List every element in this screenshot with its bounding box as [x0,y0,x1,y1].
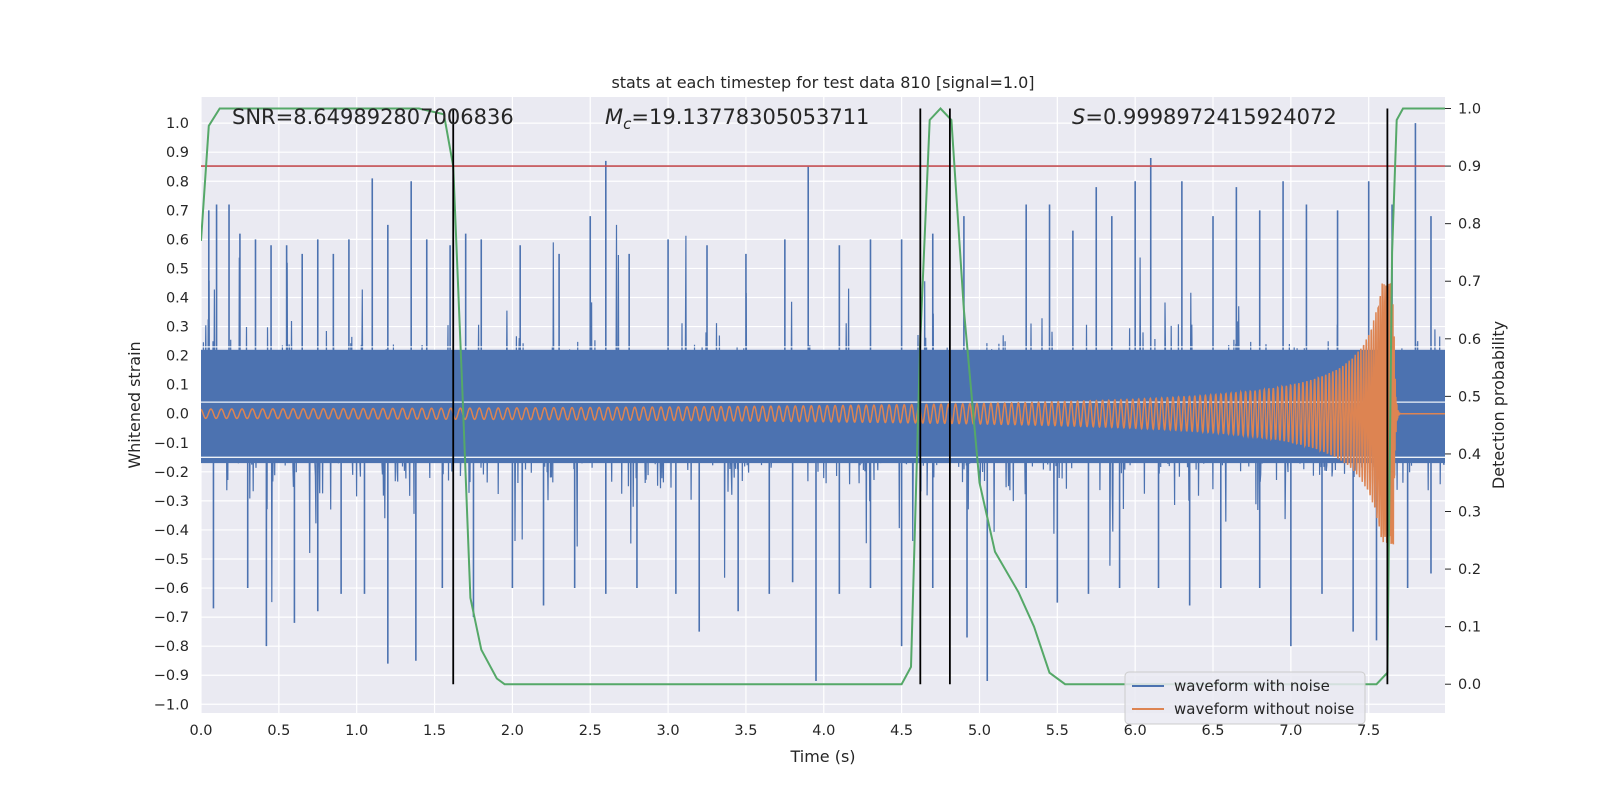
noise-core-band [201,349,1445,464]
x-axis-label: Time (s) [789,747,855,766]
y-tick-label: −0.2 [154,465,189,481]
plot-area [201,107,1445,686]
x-tick-label: 1.5 [423,723,446,739]
y-tick-label: 0.3 [166,320,189,336]
y-right-tick-label: 0.2 [1458,562,1481,578]
x-axis-ticks: 0.0 0.5 1.0 1.5 2.0 2.5 3.0 3.5 4.0 4.5 5.0 5.5 6.0 6… [189,723,1380,739]
x-tick-label: 2.5 [579,723,602,739]
x-tick-label: 6.0 [1124,723,1147,739]
x-tick-label: 4.0 [812,723,835,739]
y-axis-label: Whitened strain [125,341,144,468]
s-symbol: S [1072,105,1085,129]
y-tick-label: 0.6 [166,232,189,248]
y-right-tick-label: 1.0 [1458,102,1481,118]
x-tick-label: 3.5 [734,723,757,739]
mc-symbol: M [605,105,623,129]
y-right-tick-label: 0.0 [1458,677,1481,693]
y-tick-label: −0.6 [154,581,189,597]
y-right-tick-label: 0.1 [1458,620,1481,636]
vertical-markers [452,108,1389,685]
y-tick-label: −0.1 [154,436,189,452]
snr-annotation: SNR=8.649892807006836 [232,105,514,129]
y-right-tick-label: 0.7 [1458,274,1481,290]
s-value: =0.9998972415924072 [1085,105,1336,129]
y-tick-label: −0.8 [154,639,189,655]
y-tick-label: 0.2 [166,349,189,365]
chart-title: stats at each timestep for test data 810… [611,73,1034,92]
y-right-tick-label: 0.6 [1458,332,1481,348]
mc-subscript: c [623,115,632,133]
y-tick-label: −0.4 [154,523,189,539]
s-annotation: S=0.9998972415924072 [1072,105,1337,129]
y-right-tick-label: 0.9 [1458,159,1481,175]
x-tick-label: 7.5 [1357,723,1380,739]
mc-value: =19.13778305053711 [631,105,869,129]
y-tick-label: 0.9 [166,145,189,161]
x-tick-label: 0.5 [267,723,290,739]
series-waveform-with-noise [201,123,1445,682]
x-tick-label: 3.0 [657,723,680,739]
y-tick-label: 1.0 [166,116,189,132]
legend-box [1124,671,1366,725]
x-tick-label: 5.0 [968,723,991,739]
legend: waveform with noise waveform without noi… [1124,671,1366,725]
series-waveform-without-noise [201,283,1445,545]
x-tick-label: 6.5 [1201,723,1224,739]
x-tick-label: 0.0 [189,723,212,739]
mc-annotation: Mc=19.13778305053711 [605,105,869,133]
y-tick-label: −0.3 [154,494,189,510]
y-tick-label: 0.5 [166,261,189,277]
x-tick-label: 1.0 [345,723,368,739]
x-tick-label: 4.5 [890,723,913,739]
legend-label-clean: waveform without noise [1174,700,1354,718]
y-tick-label: −0.5 [154,552,189,568]
band-lines [201,346,1445,458]
y-tick-label: 0.4 [166,290,189,306]
y-right-axis-ticks: 1.0 0.9 0.8 0.7 0.6 0.5 0.4 0.3 0.2 0.1 0.0 [1445,102,1481,693]
y-tick-label: 0.0 [166,407,189,423]
y-tick-label: 0.1 [166,378,189,394]
y-tick-label: −0.7 [154,610,189,626]
y-axis-ticks: 1.0 0.9 0.8 0.7 0.6 0.5 0.4 0.3 0.2 0.1 0.0 −0.1 −0.… [154,116,189,713]
y-right-tick-label: 0.5 [1458,389,1481,405]
y-right-tick-label: 0.8 [1458,217,1481,233]
y-right-axis-label: Detection probability [1489,321,1508,489]
x-tick-label: 5.5 [1046,723,1069,739]
x-tick-label: 7.0 [1279,723,1302,739]
chirp-line [201,283,1445,545]
y-tick-label: −0.9 [154,668,189,684]
y-tick-label: −1.0 [154,697,189,713]
y-right-tick-label: 0.4 [1458,447,1481,463]
y-tick-label: 0.8 [166,174,189,190]
y-right-tick-label: 0.3 [1458,505,1481,521]
legend-label-noise: waveform with noise [1174,677,1330,695]
x-tick-label: 2.0 [501,723,524,739]
y-tick-label: 0.7 [166,203,189,219]
